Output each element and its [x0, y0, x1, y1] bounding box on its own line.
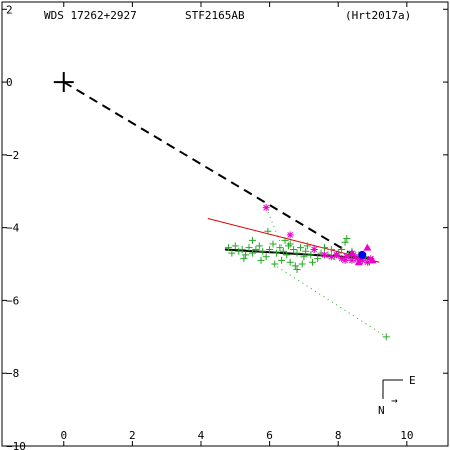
green-plus-point	[291, 262, 299, 270]
green-plus-point	[240, 255, 248, 263]
magenta-star-point	[327, 253, 335, 261]
green-plus-point	[257, 256, 265, 264]
magenta-star-point	[343, 253, 351, 261]
plot-points	[224, 204, 390, 341]
header-center-text: STF2165AB	[185, 9, 245, 22]
magenta-star-point	[341, 256, 349, 264]
green-plus-point	[293, 265, 301, 273]
y-tick-label: −6	[6, 294, 19, 307]
x-tick-label: 8	[335, 429, 342, 442]
blue-circle-point	[358, 250, 367, 259]
y-tick-label: −4	[6, 222, 20, 235]
green-plus-point	[248, 236, 256, 244]
green-plus-point	[228, 249, 236, 257]
green-plus-point	[283, 251, 291, 259]
green-plus-point	[382, 333, 390, 341]
magenta-star-point	[338, 255, 346, 263]
compass: E N →	[378, 374, 416, 417]
green-plus-point	[248, 249, 256, 257]
y-tick-label: −2	[6, 149, 19, 162]
green-plus-point	[259, 247, 267, 255]
green-plus-point	[341, 238, 349, 246]
green-plus-point	[235, 247, 243, 255]
x-tick-label: 4	[198, 429, 205, 442]
green-plus-point	[271, 260, 279, 268]
y-tick-label: −10	[6, 440, 26, 450]
green-plus-point	[269, 240, 277, 248]
green-plus-point	[278, 256, 286, 264]
green-plus-point	[293, 249, 301, 257]
green-plus-point	[286, 258, 294, 266]
green-plus-point	[279, 247, 287, 255]
green-plus-point	[307, 251, 315, 259]
green-plus-point	[272, 249, 280, 257]
compass-east-label: E	[409, 374, 416, 387]
magenta-triangle-point	[363, 243, 372, 251]
green-plus-point	[286, 240, 294, 248]
green-plus-point	[298, 260, 306, 268]
green-plus-point	[264, 227, 272, 235]
magenta-star-point	[358, 256, 366, 264]
green-plus-point	[302, 247, 310, 255]
green-plus-point	[300, 253, 308, 261]
x-tick-label: 10	[400, 429, 413, 442]
green-plus-point	[317, 249, 325, 257]
magenta-triangle-point	[354, 258, 363, 266]
magenta-star-point	[320, 251, 328, 259]
x-tick-label: 6	[266, 429, 273, 442]
green-plus-point	[338, 245, 346, 253]
magenta-star-point	[367, 255, 375, 263]
compass-north-label: N	[378, 404, 385, 417]
x-tick-label: 0	[60, 429, 67, 442]
y-tick-label: −8	[6, 367, 19, 380]
magenta-star-point	[310, 245, 318, 253]
y-tick-label: 0	[6, 76, 13, 89]
magenta-star-point	[333, 251, 340, 259]
green-plus-point	[245, 244, 253, 252]
green-plus-point	[255, 242, 263, 250]
dashed-line-from-primary	[63, 81, 363, 262]
residual-dotted-line	[272, 263, 387, 338]
residual-dotted-line	[265, 207, 284, 250]
green-plus-point	[296, 244, 304, 252]
magenta-star-point	[286, 231, 294, 239]
green-plus-point	[262, 253, 270, 261]
magenta-triangle-point	[368, 256, 377, 264]
green-plus-point	[242, 251, 250, 259]
header-right-text: (Hrt2017a)	[345, 9, 412, 22]
green-plus-point	[320, 244, 328, 252]
magenta-star-point	[353, 255, 361, 263]
header-left-text: WDS 17262+2927	[44, 9, 137, 22]
green-plus-point	[284, 242, 292, 250]
magenta-triangle-point	[347, 249, 356, 257]
green-plus-point	[276, 244, 284, 252]
green-plus-point	[308, 258, 316, 266]
green-plus-point	[266, 245, 274, 253]
plot-lines	[53, 72, 387, 338]
magenta-star-point	[363, 258, 371, 266]
x-tick-label: 2	[129, 429, 136, 442]
green-plus-point	[303, 242, 311, 250]
green-plus-point	[290, 245, 298, 253]
green-plus-point	[314, 255, 322, 263]
magenta-star-point	[348, 256, 356, 264]
green-plus-point	[281, 236, 289, 244]
green-plus-point	[343, 235, 351, 243]
compass-arrow-icon: →	[391, 394, 398, 407]
magenta-star-point	[262, 204, 270, 212]
green-plus-point	[224, 244, 232, 252]
green-plus-point	[238, 245, 246, 253]
y-tick-label: 2	[6, 3, 13, 16]
green-plus-point	[231, 242, 239, 250]
green-plus-point	[252, 245, 260, 253]
green-plus-point	[327, 245, 335, 253]
